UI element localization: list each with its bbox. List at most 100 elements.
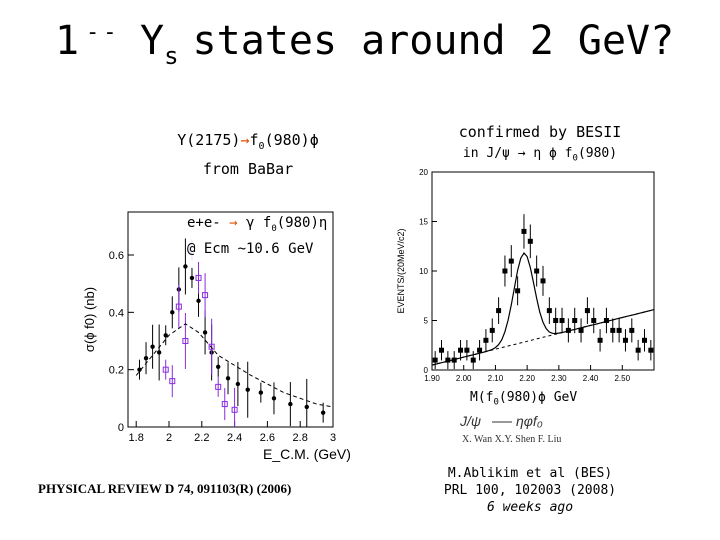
left-overlay-text: e+e- → γ f0(980)η @ Ecm ~10.6 GeV	[187, 213, 328, 259]
data-point	[304, 404, 309, 410]
data-point	[258, 390, 264, 395]
data-point	[215, 383, 222, 390]
citation-line1: M.Ablikim et al (BES)	[447, 466, 613, 481]
x-tick-label: 2.10	[488, 374, 504, 383]
data-point	[208, 343, 215, 350]
data-point	[288, 401, 293, 407]
data-point	[150, 344, 155, 349]
data-point	[616, 327, 622, 333]
arrow-icon: →	[229, 215, 238, 231]
data-point	[470, 357, 476, 363]
title-number: 1	[55, 18, 80, 64]
data-point	[622, 337, 628, 343]
data-point	[597, 337, 603, 343]
data-point	[231, 406, 238, 413]
data-point	[182, 338, 189, 344]
bes-chart: 1.90 2.00 2.10 2.20 2.30 2.40 2.50 0 5 10 15 20 EVEN…	[396, 168, 655, 383]
left-caption-line2: from BaBar	[202, 160, 294, 178]
data-point	[183, 264, 188, 269]
data-point	[202, 330, 208, 335]
data-point	[169, 378, 176, 385]
title-quantum-numbers: --	[86, 20, 121, 45]
data-point	[578, 327, 584, 333]
data-point	[515, 288, 521, 294]
data-point	[225, 376, 231, 381]
y-axis-label: EVENTS/(20MeV/c2)	[396, 228, 406, 313]
y-tick-label: 0.6	[109, 250, 124, 262]
y-tick-label: 15	[419, 218, 428, 227]
data-point	[271, 396, 277, 401]
data-point	[603, 318, 609, 323]
right-header: confirmed by BESII	[458, 123, 622, 141]
data-point	[553, 318, 559, 323]
x-axis-label: E_C.M. (GeV)	[263, 446, 350, 462]
data-point	[629, 327, 635, 333]
data-point	[221, 401, 228, 408]
babar-reference: PHYSICAL REVIEW D 74, 091103(R) (2006)	[38, 481, 292, 496]
x-tick-label: 2.30	[551, 374, 567, 383]
data-point	[483, 337, 489, 343]
overlay-line2: @ Ecm ~10.6 GeV	[187, 240, 314, 257]
data-point	[143, 356, 149, 361]
data-point	[648, 347, 654, 353]
overlay-line1: e+e- → γ f0(980)η	[187, 215, 328, 234]
x-tick-label: 2.4	[227, 432, 242, 444]
data-point	[584, 308, 590, 314]
y-tick-label: 0	[424, 366, 429, 375]
data-point	[489, 327, 495, 333]
decay-diagram-final: ηφf₀	[516, 413, 543, 429]
data-point	[502, 268, 508, 274]
data-point	[196, 298, 201, 304]
mass-axis-label: M(f0(980)ϕ GeV	[470, 390, 578, 408]
data-point	[540, 278, 546, 284]
y-tick-label: 0.2	[109, 365, 124, 377]
data-point	[445, 357, 451, 363]
title-subscript: s	[164, 42, 179, 70]
x-tick-label: 2.2	[194, 432, 209, 444]
data-point	[163, 333, 168, 338]
decay-label: in J/ψ → η ϕ f0(980)	[462, 146, 618, 164]
data-point	[170, 310, 175, 315]
data-point	[320, 410, 326, 415]
babar-plot-area: 1.8 2 2.2 2.4 2.6 2.8 3 0 0.2 0.4 0.6 E_C.M. (GeV) σ…	[82, 211, 350, 462]
data-point	[432, 357, 438, 363]
data-point	[477, 347, 483, 353]
data-point	[534, 268, 540, 274]
plot-frame	[127, 211, 334, 428]
x-tick-label: 1.8	[129, 432, 144, 444]
data-point	[508, 258, 514, 264]
fit-curve	[135, 323, 334, 408]
title-text: Ys states around 2 GeV?	[140, 18, 675, 70]
y-tick-label: 0	[118, 422, 124, 434]
data-point	[591, 318, 597, 323]
data-point	[641, 337, 647, 343]
y-tick-label: 10	[419, 267, 428, 276]
data-point	[464, 347, 470, 353]
y-axis-label: σ(ϕ f0) (nb)	[82, 287, 97, 352]
x-tick-label: 2.8	[293, 432, 308, 444]
data-point	[175, 303, 182, 310]
x-tick-label: 1.90	[424, 374, 440, 383]
x-tick-label: 2.00	[456, 374, 472, 383]
babar-chart: 1.8 2 2.2 2.4 2.6 2.8 3 0 0.2 0.4 0.6 E_C.M. (GeV) σ…	[82, 211, 350, 462]
x-tick-label: 2.6	[260, 432, 275, 444]
authors: X. Wan X.Y. Shen F. Liu	[462, 434, 562, 445]
data-point	[195, 274, 202, 281]
x-tick-label: 2.20	[519, 374, 535, 383]
data-point	[439, 347, 445, 353]
bes-plot-area: 1.90 2.00 2.10 2.20 2.30 2.40 2.50 0 5 10 15 20 EVEN…	[396, 168, 655, 383]
data-point	[202, 292, 209, 299]
data-point	[245, 387, 250, 392]
decay-diagram-j: J/ψ	[459, 413, 481, 429]
data-point	[216, 364, 221, 369]
title-y: Y	[140, 18, 165, 64]
citation-line3: 6 weeks ago	[486, 500, 574, 515]
data-point	[235, 381, 241, 387]
data-point	[189, 275, 195, 281]
title-rest: states around 2 GeV?	[192, 18, 675, 64]
decay-diagram: J/ψ ηφf₀	[459, 413, 543, 429]
y-tick-label: 5	[424, 317, 429, 326]
y-tick-label: 0.4	[109, 307, 124, 319]
bes-citation: M.Ablikim et al (BES) PRL 100, 102003 (2…	[430, 465, 630, 516]
data-point	[610, 327, 616, 333]
